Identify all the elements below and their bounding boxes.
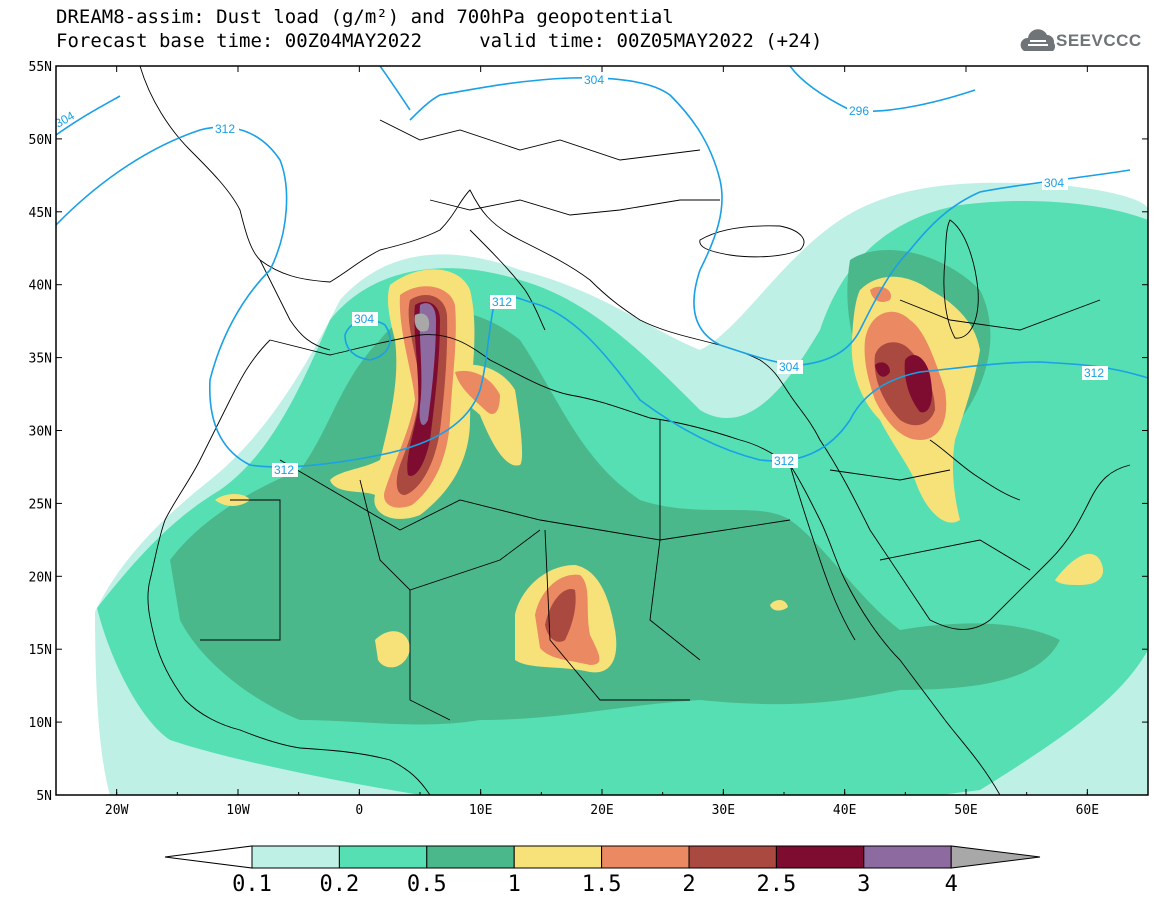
border-5 [200,499,281,641]
black-sea [699,225,805,258]
border-6 [409,590,451,721]
lon-label: 20E [590,803,613,818]
contour-label: 312 [1084,366,1104,380]
colorbar-label: 0.5 [407,872,447,897]
contour-label: 304 [354,312,374,326]
colorbar-arrow-high [950,845,1041,869]
west-africa-coast [147,339,431,795]
lat-label: 35N [29,352,52,367]
colorbar-swatch [688,845,777,869]
contour-label: 312 [215,122,235,136]
europe-coast [139,66,791,396]
lon-label: 20W [105,803,129,818]
lat-label: 25N [29,497,52,512]
colorbar-label: 1 [508,872,521,897]
cloud-icon [1020,29,1056,51]
lon-label: 30E [712,803,735,818]
contour-304-west [56,95,121,136]
colorbar-label: 2 [682,872,695,897]
contour-label: 296 [849,104,869,118]
contour-304-scand [379,66,411,111]
colorbar-label: 0.2 [320,872,360,897]
contour-label: 312 [274,463,294,477]
lat-label: 40N [29,279,52,294]
lat-label: 20N [29,570,52,585]
lat-label: 55N [29,60,52,75]
forecast-time-line: Forecast base time: 00Z04MAY2022 valid t… [56,30,823,52]
arabia-coast [789,394,1131,630]
lat-label: 10N [29,716,52,731]
contour-label: 304 [779,360,799,374]
logo-text: SEEVCCC [1056,31,1142,50]
iberia [259,259,331,351]
lat-label: 50N [29,133,52,148]
contour-304-east [799,169,1131,366]
border-9 [899,299,1101,331]
lon-label: 60E [1076,803,1099,818]
lon-label: 10W [226,803,250,818]
colorbar-label: 0.1 [232,872,272,897]
lon-label: 0 [355,803,363,818]
colorbar-swatch [426,845,515,869]
contour-label: 304 [584,73,604,87]
border-7 [879,539,1031,571]
border-11 [379,119,701,161]
italy [469,229,546,331]
colorbar-label: 3 [857,872,870,897]
colorbar-swatch [513,845,603,869]
colorbar-arrow-low [164,845,253,869]
colorbar-label: 2.5 [757,872,797,897]
lon-label: 10E [469,803,492,818]
lat-label: 5N [36,789,52,804]
colorbar-swatch [251,845,340,869]
border-1 [279,459,791,541]
lat-label: 15N [29,643,52,658]
colorbar-swatch [863,845,952,869]
contour-labels: 304 312 304 296 304 312 312 304 312 304 … [56,73,1108,477]
contour-label: 312 [774,454,794,468]
red-sea [789,464,856,641]
border-10 [429,199,720,216]
caspian-sea [943,219,979,339]
contour-304-north [409,77,801,366]
border-3 [649,420,701,661]
lon-label: 50E [954,803,977,818]
lon-label: 40E [833,803,856,818]
lat-label: 30N [29,425,52,440]
colorbar-swatch [338,845,428,869]
chart-title: DREAM8-assim: Dust load (g/m²) and 700hP… [56,6,674,28]
colorbar [164,845,1041,869]
contour-label: 312 [492,295,512,309]
persian-gulf [929,439,1021,501]
lat-label: 45N [29,206,52,221]
colorbar-swatch [775,845,865,869]
contour-label: 304 [1044,176,1064,190]
coastlines [139,66,1131,795]
contour-312-east [539,304,1148,462]
colorbar-swatch [601,845,690,869]
colorbar-label: 1.5 [582,872,622,897]
colorbar-labels: 0.1 0.2 0.5 1 1.5 2 2.5 3 4 [232,872,958,897]
africa-coast [269,334,1001,795]
dust-level-3 [419,303,436,425]
border-8 [829,469,951,481]
colorbar-label: 4 [945,872,958,897]
border-4 [544,529,690,701]
